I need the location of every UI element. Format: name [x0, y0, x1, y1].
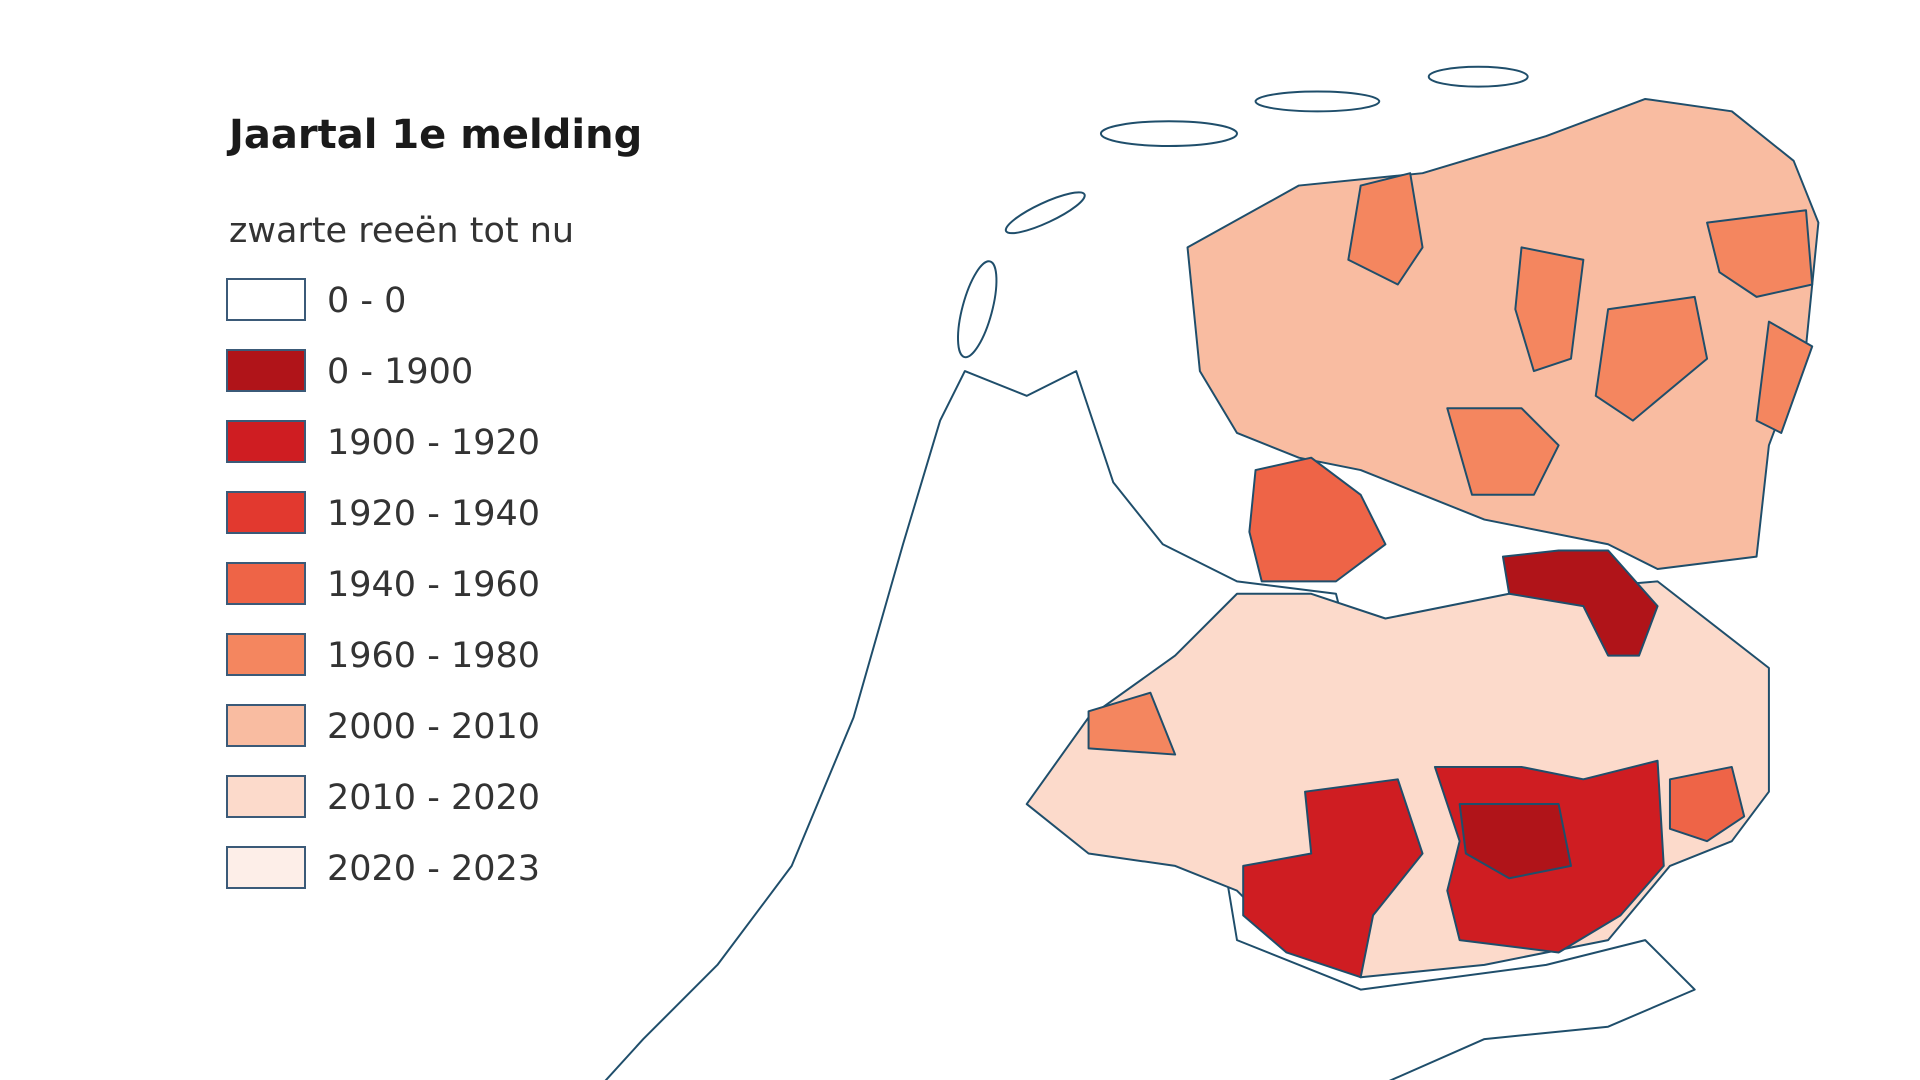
legend-swatch: [226, 846, 306, 889]
region: [1087, 691, 1177, 756]
legend-label: 1960 - 1980: [327, 636, 540, 676]
legend-subtitle: zwarte reeën tot nu: [229, 211, 574, 251]
legend: 0 - 0 0 - 1900 1900 - 1920 1920 - 1940 1940 …: [226, 278, 540, 889]
legend-swatch: [226, 420, 306, 463]
region: [1706, 209, 1814, 298]
region: [1242, 778, 1424, 979]
legend-swatch: [226, 562, 306, 605]
legend-label: 2000 - 2010: [327, 707, 540, 747]
legend-swatch: [226, 491, 306, 534]
region: [1755, 320, 1814, 434]
legend-swatch: [226, 704, 306, 747]
region: [1514, 246, 1585, 373]
region: [1501, 549, 1659, 657]
legend-swatch: [226, 775, 306, 818]
map: [604, 65, 1820, 1080]
region: [1458, 803, 1572, 880]
region: [1446, 407, 1560, 496]
legend-label: 0 - 0: [327, 281, 406, 321]
island: [1427, 65, 1529, 88]
island: [1254, 90, 1381, 113]
legend-label: 2010 - 2020: [327, 778, 540, 818]
legend-swatch: [226, 349, 306, 392]
island: [1004, 191, 1086, 235]
island: [957, 260, 998, 359]
legend-label: 1900 - 1920: [327, 423, 540, 463]
island: [1099, 120, 1238, 147]
legend-label: 2020 - 2023: [327, 849, 540, 889]
region: [1668, 765, 1746, 843]
region: [1594, 295, 1709, 422]
legend-label: 0 - 1900: [327, 352, 473, 392]
legend-swatch: [226, 633, 306, 676]
legend-label: 1920 - 1940: [327, 494, 540, 534]
legend-swatch: [226, 278, 306, 321]
region: [1347, 172, 1424, 286]
region: [1248, 456, 1387, 583]
legend-label: 1940 - 1960: [327, 565, 540, 605]
legend-title: Jaartal 1e melding: [226, 112, 642, 158]
